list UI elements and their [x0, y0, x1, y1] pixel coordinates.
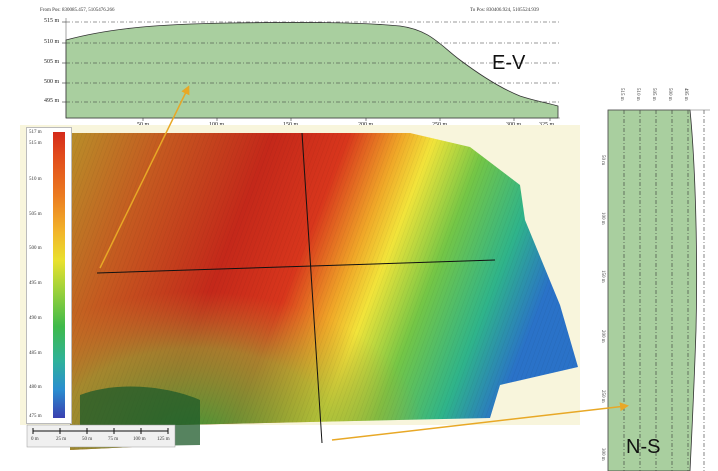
scale-bar-box	[26, 424, 176, 448]
ns-dist-tick: 300 m	[600, 448, 605, 461]
legend-tick: 510 m	[29, 177, 42, 182]
to-position: To Pos: 830406.924, 5105524.939	[470, 8, 539, 13]
ev-ytick: 495 m	[44, 98, 60, 104]
ns-dist-tick: 250 m	[600, 390, 605, 403]
legend-tick: 515 m	[29, 141, 42, 146]
legend-tick: 495 m	[29, 281, 42, 286]
ev-ytick: 500 m	[44, 79, 60, 85]
ns-elev-tick: 510 m	[635, 88, 640, 101]
ns-dist-tick: 150 m	[600, 270, 605, 283]
ev-profile-area	[65, 22, 559, 119]
ev-ytick: 510 m	[44, 39, 60, 45]
legend-tick: 490 m	[29, 316, 42, 321]
legend-tick: 485 m	[29, 351, 42, 356]
scale-tick: 25 m	[56, 437, 67, 442]
legend-color-ramp	[53, 132, 65, 418]
ns-elev-tick: 495 m	[683, 88, 688, 101]
scale-tick: 75 m	[108, 437, 119, 442]
ev-ytick: 505 m	[44, 59, 60, 65]
ns-profile-label: N-S	[626, 436, 661, 458]
legend-tick: 475 m	[29, 414, 42, 419]
scale-bar	[32, 428, 169, 434]
scale-tick: 100 m	[133, 437, 146, 442]
ns-dist-tick: 200 m	[600, 330, 605, 343]
ns-elev-tick: 500 m	[667, 88, 672, 101]
legend-tick: 480 m	[29, 385, 42, 390]
ns-profile-chart	[607, 109, 710, 471]
ns-profile-area	[607, 109, 698, 471]
ns-dist-tick: 50 m	[600, 155, 605, 166]
from-position: From Pos: 830085.457, 5105476.266	[40, 8, 115, 13]
scale-tick: 0 m	[31, 437, 39, 442]
ns-elev-tick: 505 m	[651, 88, 656, 101]
ev-ytick: 515 m	[44, 18, 60, 24]
elevation-legend	[26, 127, 72, 424]
ns-elev-tick: 515 m	[619, 88, 624, 101]
scale-tick: 125 m	[157, 437, 170, 442]
ew-section-line	[96, 259, 496, 274]
legend-tick: 517 m	[29, 130, 42, 135]
ns-dist-tick: 100 m	[600, 212, 605, 225]
legend-tick: 505 m	[29, 212, 42, 217]
terrain-map[interactable]	[0, 125, 600, 471]
scale-tick: 50 m	[82, 437, 93, 442]
legend-tick: 500 m	[29, 246, 42, 251]
ns-section-line	[301, 132, 323, 444]
ev-profile-label: E-V	[492, 52, 526, 74]
